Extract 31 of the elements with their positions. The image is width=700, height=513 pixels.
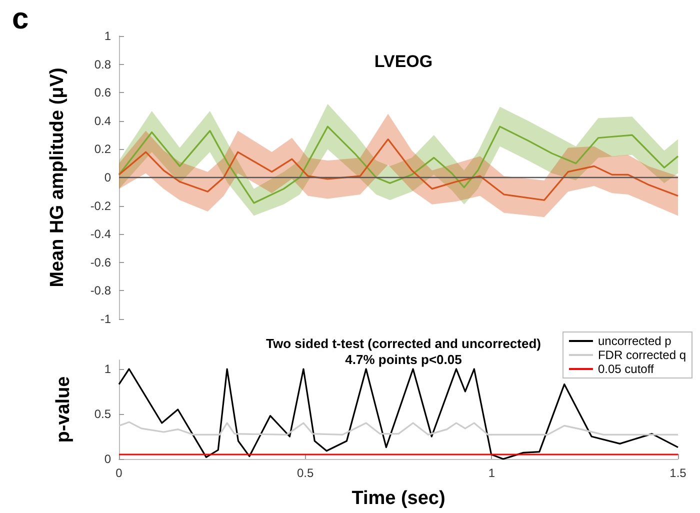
x-tick-label: 0	[116, 466, 123, 480]
chart-title: Two sided t-test (corrected and uncorrected)	[266, 336, 541, 351]
line-series	[118, 138, 679, 201]
x-tick-label: 1	[488, 466, 496, 480]
line-series	[118, 421, 679, 436]
y-tick-label: -0.4	[90, 227, 112, 242]
legend-label: uncorrected p	[598, 334, 672, 348]
x-tick-label: 1.5	[670, 466, 687, 480]
y-tick-label: 0.8	[94, 57, 112, 72]
y-tick-label: -0.6	[90, 255, 112, 270]
chart-subtitle: 4.7% points p<0.05	[345, 352, 462, 367]
y-tick-label: 1	[104, 362, 112, 376]
y-tick-label: 0.2	[94, 142, 112, 156]
text: LVEOG	[374, 52, 433, 71]
y-axis-title: p-value	[53, 376, 74, 443]
y-tick-label: 0	[104, 170, 112, 184]
y-tick-label: 0.4	[94, 114, 112, 128]
y-axis-title: Mean HG amplitude (μV)	[47, 68, 68, 288]
y-tick-label: -0.2	[90, 198, 112, 213]
y-tick-label: 0	[104, 452, 112, 466]
y-tick-label: 1	[104, 29, 112, 43]
y-tick-label: 0.6	[94, 86, 112, 100]
x-tick-label: 0.5	[296, 466, 314, 480]
legend-label: FDR corrected q	[598, 348, 686, 362]
y-tick-label: -0.8	[90, 284, 112, 298]
text: c	[12, 2, 29, 36]
line-series	[118, 126, 679, 204]
y-tick-label: -1	[100, 312, 112, 326]
x-axis-title: Time (sec)	[352, 488, 446, 509]
y-tick-label: 0.5	[94, 407, 112, 421]
legend-label: 0.05 cutoff	[598, 362, 654, 376]
